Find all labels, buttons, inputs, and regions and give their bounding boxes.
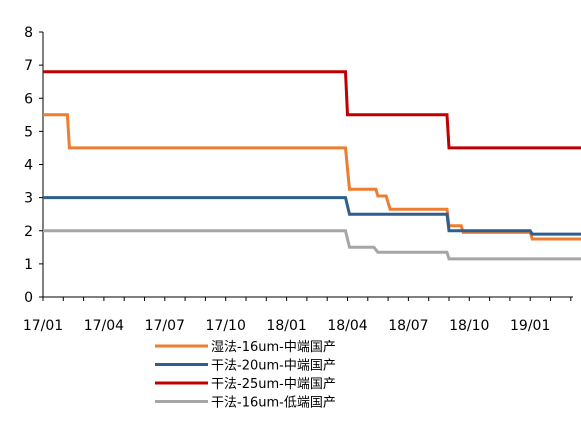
series-layer <box>43 70 581 261</box>
x-tick-label: 19/01 <box>510 318 550 334</box>
series-line-3 <box>43 70 581 150</box>
legend-label-1: 湿法-16um-中端国产 <box>211 340 336 355</box>
series-line-4 <box>43 229 581 261</box>
x-tick-label: 18/01 <box>266 318 306 334</box>
x-tick-label: 17/07 <box>145 318 185 334</box>
y-tick-label: 5 <box>24 124 33 140</box>
x-tick-label: 17/10 <box>206 318 246 334</box>
x-tick-label: 17/04 <box>84 318 124 334</box>
y-tick-label: 2 <box>24 224 33 240</box>
y-tick-label: 4 <box>24 158 33 174</box>
axes: 0 1 2 3 4 5 6 7 8 17/01 17/04 17/07 17/10 18/01 18/04 1… <box>23 25 573 334</box>
y-tick-label: 8 <box>24 25 33 41</box>
legend-label-3: 干法-25um-中端国产 <box>211 377 336 392</box>
legend-label-2: 干法-20um-中端国产 <box>211 359 336 374</box>
x-tick-label: 17/01 <box>23 318 63 334</box>
y-tick-label: 7 <box>24 58 33 74</box>
y-tick-label: 3 <box>24 191 33 207</box>
series-line-2 <box>43 196 581 236</box>
y-tick-label: 6 <box>24 91 33 107</box>
series-line-1 <box>43 113 581 241</box>
x-tick-label: 18/10 <box>449 318 489 334</box>
legend-label-4: 干法-16um-低端国产 <box>211 396 336 411</box>
x-tick-label: 18/07 <box>388 318 428 334</box>
x-tick-label: 18/04 <box>327 318 367 334</box>
y-tick-label: 1 <box>24 257 33 273</box>
y-tick-label: 0 <box>24 290 33 306</box>
legend: 湿法-16um-中端国产干法-20um-中端国产干法-25um-中端国产干法-1… <box>155 340 336 411</box>
